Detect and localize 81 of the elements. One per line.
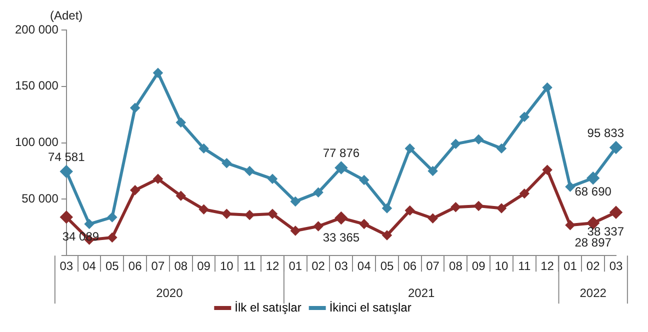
text: 2022 bbox=[580, 286, 607, 300]
point bbox=[542, 165, 552, 174]
point bbox=[496, 144, 506, 153]
point bbox=[474, 201, 484, 210]
point bbox=[268, 209, 277, 218]
point bbox=[566, 182, 575, 192]
point bbox=[290, 196, 300, 206]
point bbox=[222, 209, 232, 218]
data-label: 33 365 bbox=[322, 230, 360, 244]
point bbox=[520, 189, 529, 198]
point bbox=[428, 214, 438, 223]
point bbox=[153, 68, 162, 78]
point bbox=[382, 204, 392, 213]
y-tick-label: 100 000 bbox=[14, 135, 59, 150]
x-tick-label: 02 bbox=[312, 259, 326, 274]
point bbox=[382, 230, 392, 240]
point bbox=[176, 118, 186, 127]
legend-label: İkinci el satışlar bbox=[329, 300, 412, 314]
x-tick-label: 05 bbox=[380, 259, 394, 274]
data-label: 74 581 bbox=[48, 150, 86, 164]
point bbox=[542, 83, 552, 92]
point bbox=[130, 186, 140, 195]
text: 2020 bbox=[156, 286, 184, 300]
x-tick-label: 05 bbox=[106, 259, 120, 274]
data-label: 68 690 bbox=[574, 184, 612, 198]
point bbox=[176, 191, 186, 200]
point bbox=[496, 204, 506, 213]
x-tick-label: 11 bbox=[518, 259, 531, 274]
y-tick-label: 50 000 bbox=[22, 192, 59, 206]
point bbox=[199, 204, 208, 214]
x-tick-label: 02 bbox=[586, 259, 600, 274]
x-tick-label: 08 bbox=[174, 259, 188, 274]
x-tick-label: 10 bbox=[220, 259, 234, 274]
x-tick-label: 03 bbox=[60, 259, 74, 274]
y-axis-title: (Adet) bbox=[50, 8, 83, 22]
x-tick-label: 06 bbox=[403, 259, 417, 274]
point bbox=[520, 112, 529, 122]
point bbox=[405, 144, 414, 153]
x-tick-label: 12 bbox=[540, 259, 554, 274]
x-tick-label: 03 bbox=[334, 259, 348, 274]
legend-label: İlk el satışlar bbox=[234, 300, 302, 314]
x-tick-label: 01 bbox=[564, 259, 578, 274]
x-tick-label: 04 bbox=[357, 259, 372, 274]
point bbox=[222, 158, 232, 168]
point bbox=[405, 206, 414, 215]
point bbox=[108, 233, 117, 242]
point bbox=[474, 134, 484, 144]
point bbox=[153, 174, 162, 184]
x-tick-label: 07 bbox=[151, 259, 165, 274]
point bbox=[199, 144, 208, 153]
x-tick-label: 10 bbox=[494, 259, 508, 274]
x-tick-label: 03 bbox=[609, 259, 623, 274]
data-label: 77 876 bbox=[322, 146, 360, 160]
point bbox=[451, 202, 460, 212]
x-tick-label: 06 bbox=[128, 259, 142, 274]
x-tick-label: 07 bbox=[426, 259, 440, 274]
x-tick-label: 09 bbox=[197, 259, 211, 274]
y-tick-label: 150 000 bbox=[14, 78, 59, 93]
point bbox=[451, 139, 460, 148]
point bbox=[84, 220, 94, 229]
point bbox=[108, 212, 117, 222]
point bbox=[566, 220, 575, 230]
x-tick-label: 11 bbox=[243, 259, 256, 274]
point bbox=[130, 103, 140, 112]
point bbox=[290, 226, 300, 236]
point bbox=[314, 188, 323, 197]
x-tick-label: 04 bbox=[82, 259, 96, 274]
x-tick-label: 01 bbox=[288, 259, 302, 274]
x-tick-label: 12 bbox=[266, 259, 280, 274]
point bbox=[245, 210, 254, 220]
point bbox=[360, 220, 369, 229]
x-tick-label: 08 bbox=[449, 259, 463, 274]
data-label: 95 833 bbox=[587, 126, 624, 140]
x-tick-label: 09 bbox=[472, 259, 486, 274]
point bbox=[314, 222, 323, 231]
text: 2021 bbox=[408, 286, 436, 300]
point bbox=[268, 174, 277, 184]
y-tick-label: 200 000 bbox=[14, 22, 59, 36]
point bbox=[428, 166, 438, 176]
point bbox=[360, 176, 369, 185]
point bbox=[245, 166, 254, 176]
